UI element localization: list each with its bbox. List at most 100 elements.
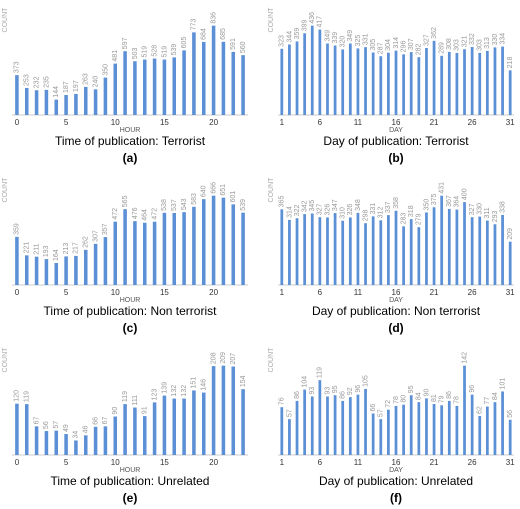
bar: [493, 47, 497, 116]
bar: [123, 404, 127, 455]
bar: [93, 89, 98, 115]
data-label: 350: [423, 199, 430, 211]
data-label: 57: [53, 421, 60, 429]
data-label: 67: [33, 416, 40, 424]
data-label: 436: [309, 12, 316, 24]
x-tick-label: 31: [506, 118, 515, 127]
data-label: 123: [151, 389, 158, 401]
data-label: 310: [340, 207, 347, 219]
x-tick-label: 31: [506, 458, 515, 467]
data-label: 76: [279, 397, 286, 405]
x-tick-label: 15: [160, 118, 169, 127]
bar: [470, 394, 474, 455]
bar: [379, 419, 383, 455]
data-label: 96: [355, 385, 362, 393]
bar: [221, 365, 226, 455]
x-tick-label: 10: [111, 118, 120, 127]
bar: [280, 209, 284, 285]
bar: [54, 99, 59, 115]
caption: (d): [388, 321, 403, 335]
caption: (f): [390, 491, 402, 505]
data-label: 57: [286, 409, 293, 417]
bar: [409, 395, 413, 455]
bar: [24, 255, 29, 285]
bar: [241, 55, 245, 115]
bar: [364, 388, 367, 455]
bar: [478, 52, 482, 115]
bar: [83, 435, 88, 455]
data-label: 90: [423, 388, 430, 396]
x-tick-label: 26: [468, 118, 477, 127]
bar: [280, 48, 284, 115]
data-label: 56: [43, 421, 50, 429]
data-label: 218: [507, 57, 514, 69]
data-label: 472: [151, 208, 158, 220]
x-tick-label: 16: [392, 458, 401, 467]
bar: [348, 43, 352, 115]
data-label: 836: [210, 12, 217, 24]
x-tick-label: 6: [318, 288, 323, 297]
x-axis-label: HOUR: [120, 467, 141, 474]
bar: [64, 95, 68, 115]
data-label: 146: [201, 379, 208, 391]
data-label: 208: [210, 352, 217, 364]
bar: [172, 57, 177, 115]
x-axis-label: DAY: [389, 297, 403, 304]
data-label: 86: [294, 391, 301, 399]
data-label: 84: [416, 392, 423, 400]
data-label: 311: [484, 207, 491, 218]
data-label: 503: [132, 47, 139, 59]
data-label: 331: [362, 33, 369, 45]
x-tick-label: 21: [430, 458, 439, 467]
bar: [409, 52, 413, 115]
bar: [123, 51, 127, 115]
bar: [493, 224, 497, 285]
bar: [394, 210, 398, 285]
data-label: 539: [171, 44, 178, 56]
x-tick-label: 20: [209, 118, 218, 127]
bar: [356, 48, 360, 115]
bar: [24, 87, 29, 115]
bar: [364, 223, 367, 285]
data-label: 314: [286, 206, 293, 218]
bar: [295, 400, 299, 455]
bar: [152, 402, 157, 455]
data-label: 209: [507, 228, 514, 240]
chart-title: Day of publication: Unrelated: [319, 474, 473, 488]
data-label: 66: [370, 404, 377, 412]
bar: [24, 404, 29, 455]
bar: [241, 212, 245, 285]
x-tick-label: 5: [64, 458, 69, 467]
data-label: 221: [24, 242, 31, 254]
bar: [93, 426, 98, 455]
bar: [152, 221, 157, 285]
y-axis-label: COUNT: [2, 347, 9, 373]
bar: [379, 220, 383, 285]
data-label: 651: [220, 184, 227, 196]
data-label: 399: [301, 19, 308, 31]
bar: [432, 404, 436, 455]
bar: [485, 220, 489, 285]
bar: [493, 402, 497, 455]
data-label: 80: [400, 395, 407, 403]
bar: [326, 217, 329, 285]
bar: [162, 59, 167, 115]
caption: (a): [123, 151, 138, 165]
bar: [303, 33, 307, 116]
data-label: 119: [317, 367, 324, 378]
data-label: 283: [400, 213, 407, 225]
chart-title: Time of publication: Terrorist: [55, 134, 206, 148]
bar: [44, 259, 49, 285]
bar: [162, 212, 167, 285]
bar: [379, 56, 383, 115]
data-label: 349: [324, 30, 331, 42]
data-label: 375: [431, 193, 438, 205]
bar: [501, 391, 504, 455]
data-label: 132: [181, 385, 188, 397]
data-label: 327: [317, 203, 324, 215]
data-label: 132: [171, 385, 178, 397]
data-label: 232: [33, 76, 40, 88]
bar: [103, 77, 108, 115]
data-label: 151: [191, 377, 198, 389]
